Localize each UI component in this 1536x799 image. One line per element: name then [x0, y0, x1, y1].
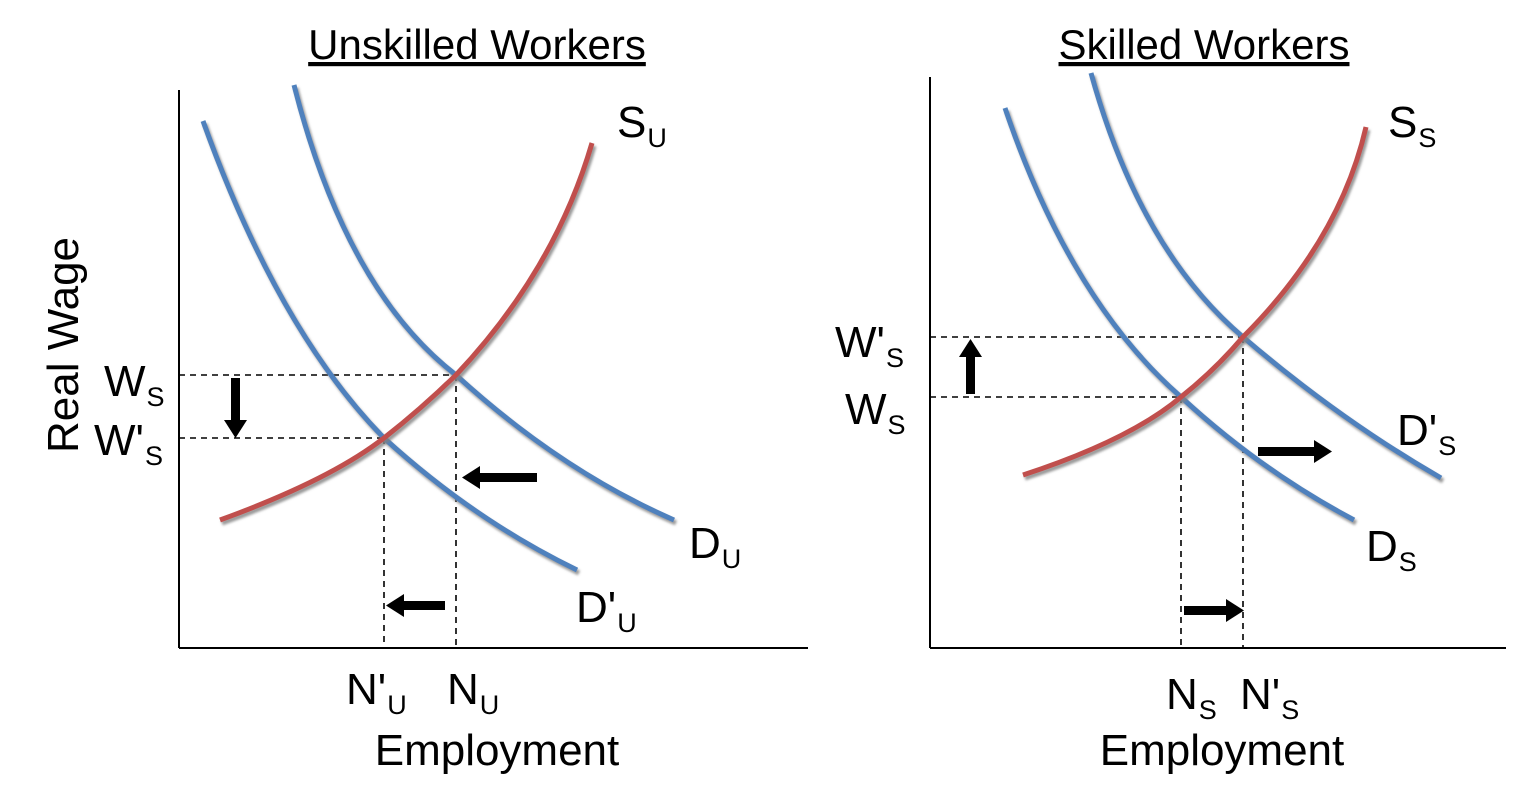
unskilled-emp-new-label: N'U [346, 665, 407, 720]
skilled-demand-label: DS [1366, 522, 1417, 577]
unskilled-title: Unskilled Workers [308, 21, 646, 68]
unskilled-demand-label: DU [689, 519, 741, 574]
unskilled-x-axis-label: Employment [375, 726, 620, 775]
unskilled-wage-new-label: W'S [94, 416, 163, 471]
unskilled-emp-old-label: NU [447, 665, 499, 720]
unskilled-panel: Unskilled Workers SU DU D'U WS W' [94, 21, 808, 775]
unskilled-demand-new-curve [200, 120, 579, 573]
skilled-wage-new-label: W'S [835, 318, 904, 373]
skilled-wage-up-arrow [959, 339, 982, 394]
skilled-employment-shift-arrow [1184, 599, 1244, 622]
unskilled-demand-shift-arrow [462, 466, 537, 489]
unskilled-employment-shift-arrow [386, 594, 445, 617]
unskilled-demand-new-label: D'U [576, 583, 637, 638]
skilled-emp-old-label: NS [1166, 670, 1217, 725]
y-axis-label: Real Wage [39, 237, 88, 453]
skilled-title: Skilled Workers [1059, 21, 1350, 68]
skilled-demand-curve [1002, 107, 1356, 523]
unskilled-supply-curve [219, 142, 595, 523]
unskilled-wage-down-arrow [224, 378, 247, 438]
skilled-x-axis-label: Employment [1100, 726, 1345, 775]
skilled-panel: Skilled Workers SS D'S DS W'S WS [835, 21, 1506, 775]
skilled-supply-curve [1022, 126, 1369, 478]
unskilled-wage-old-label: WS [104, 357, 165, 412]
skilled-wage-old-label: WS [845, 385, 906, 440]
unskilled-demand-curve [291, 84, 676, 523]
skilled-supply-label: SS [1388, 98, 1436, 153]
skilled-demand-new-label: D'S [1397, 406, 1456, 461]
skilled-emp-new-label: N'S [1240, 670, 1299, 725]
unskilled-supply-label: SU [617, 98, 667, 153]
skilled-demand-shift-arrow [1258, 440, 1332, 463]
